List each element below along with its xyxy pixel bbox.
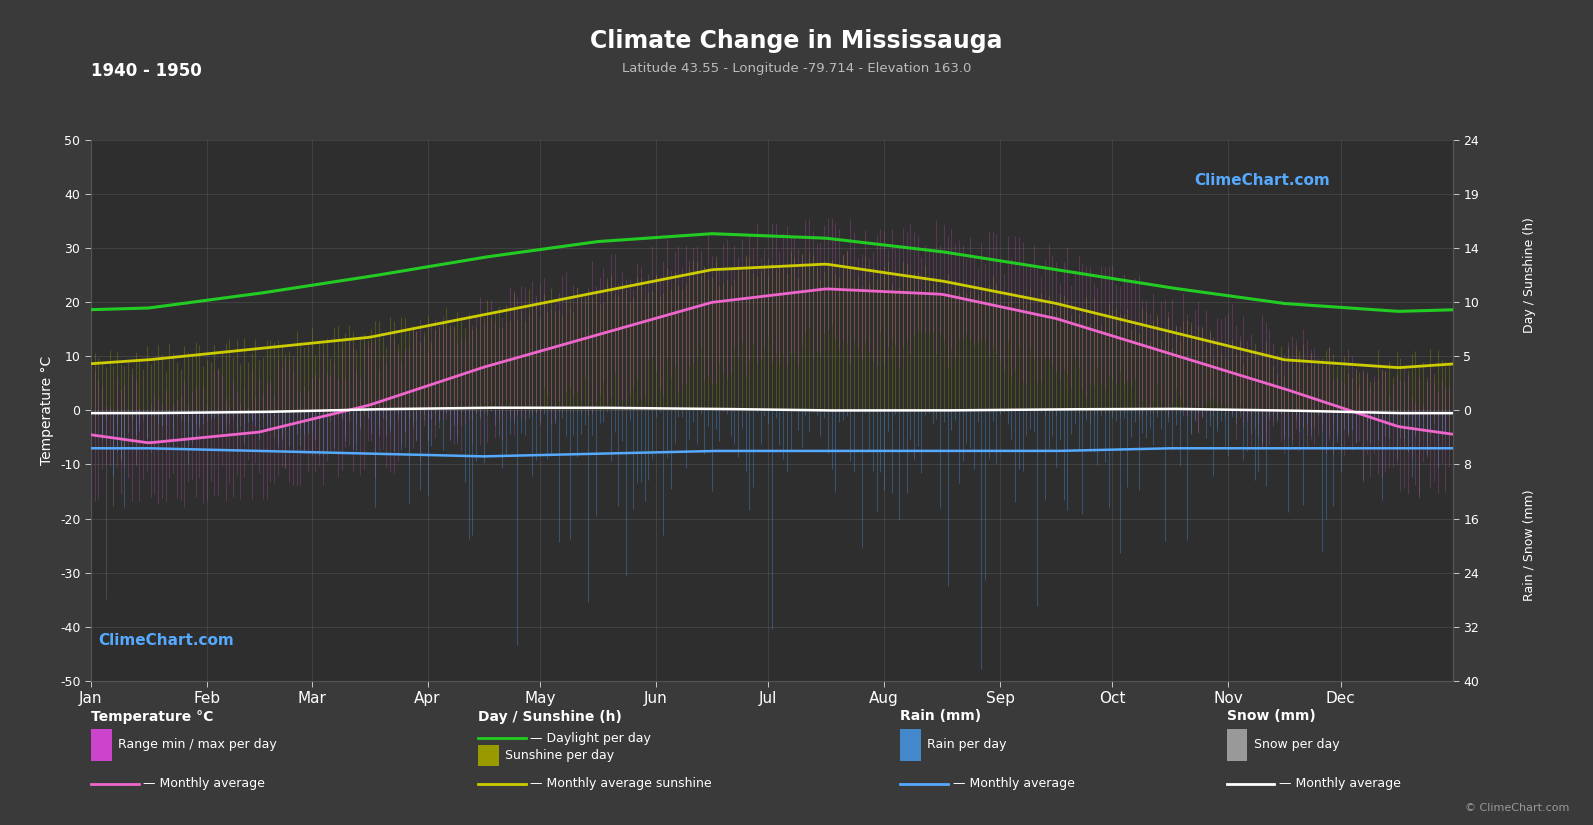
Text: — Monthly average: — Monthly average bbox=[953, 777, 1075, 790]
Text: ClimeChart.com: ClimeChart.com bbox=[1195, 172, 1330, 187]
Text: — Daylight per day: — Daylight per day bbox=[530, 732, 652, 745]
Text: Day / Sunshine (h): Day / Sunshine (h) bbox=[1523, 218, 1536, 333]
Text: 1940 - 1950: 1940 - 1950 bbox=[91, 62, 202, 80]
Text: Day / Sunshine (h): Day / Sunshine (h) bbox=[478, 710, 621, 724]
Text: Snow per day: Snow per day bbox=[1254, 738, 1340, 752]
Text: Climate Change in Mississauga: Climate Change in Mississauga bbox=[591, 29, 1002, 53]
Text: Sunshine per day: Sunshine per day bbox=[505, 749, 615, 762]
Text: Rain / Snow (mm): Rain / Snow (mm) bbox=[1523, 490, 1536, 601]
Text: Rain per day: Rain per day bbox=[927, 738, 1007, 752]
Text: — Monthly average sunshine: — Monthly average sunshine bbox=[530, 777, 712, 790]
Text: © ClimeChart.com: © ClimeChart.com bbox=[1464, 803, 1569, 813]
Text: — Monthly average: — Monthly average bbox=[143, 777, 266, 790]
Text: Rain (mm): Rain (mm) bbox=[900, 710, 981, 724]
Text: Range min / max per day: Range min / max per day bbox=[118, 738, 277, 752]
Y-axis label: Temperature °C: Temperature °C bbox=[40, 356, 54, 465]
Text: Latitude 43.55 - Longitude -79.714 - Elevation 163.0: Latitude 43.55 - Longitude -79.714 - Ele… bbox=[621, 62, 972, 75]
Text: — Monthly average: — Monthly average bbox=[1279, 777, 1402, 790]
Text: Snow (mm): Snow (mm) bbox=[1227, 710, 1316, 724]
Text: ClimeChart.com: ClimeChart.com bbox=[99, 634, 234, 648]
Text: Temperature °C: Temperature °C bbox=[91, 710, 213, 724]
